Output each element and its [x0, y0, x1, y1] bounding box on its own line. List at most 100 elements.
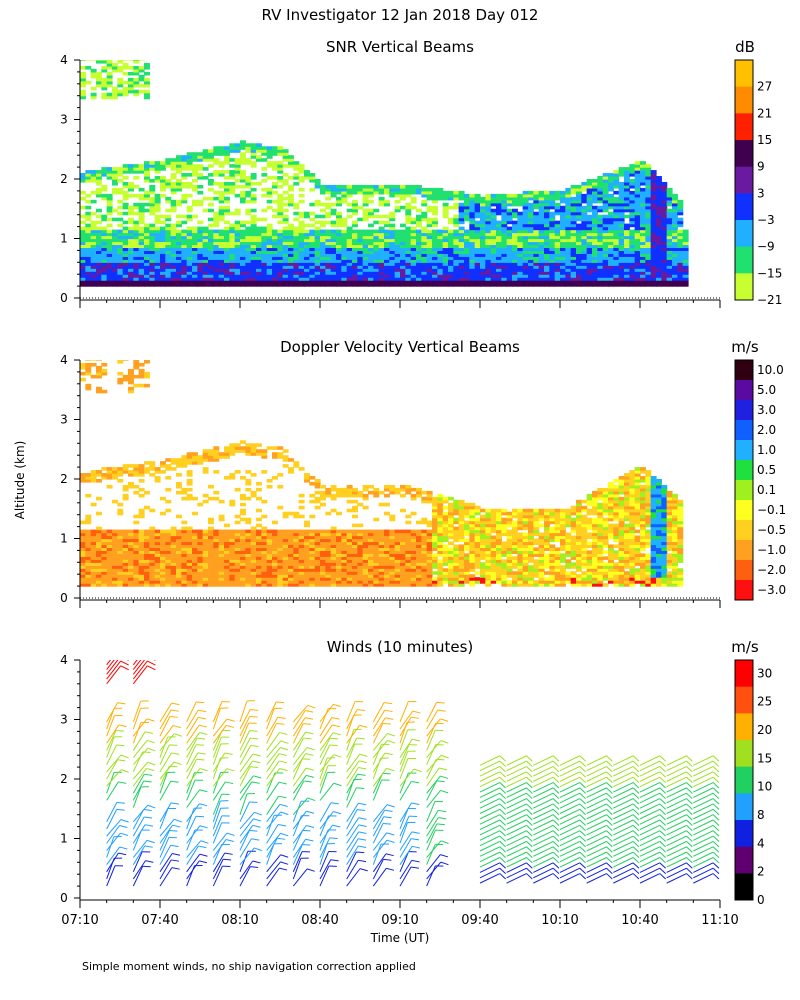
snr-cell	[560, 268, 566, 272]
doppler-cell	[250, 559, 257, 563]
snr-cell	[170, 161, 177, 165]
snr-cell	[464, 235, 470, 240]
snr-cell	[224, 253, 230, 257]
doppler-cell	[186, 556, 193, 560]
doppler-cell	[85, 577, 92, 581]
snr-cell	[128, 60, 134, 61]
snr-cell	[208, 250, 214, 254]
snr-cell	[96, 256, 102, 260]
snr-cell	[101, 60, 108, 61]
snr-cell	[437, 229, 444, 234]
snr-cell	[154, 220, 161, 225]
snr-cell	[362, 271, 369, 275]
doppler-cell	[224, 580, 230, 584]
snr-cell	[144, 208, 150, 213]
snr-cell	[234, 247, 241, 251]
snr-cell	[448, 241, 454, 246]
snr-cell	[506, 247, 513, 251]
snr-cell	[320, 250, 326, 254]
snr-cell	[522, 226, 529, 231]
snr-cell	[213, 214, 220, 219]
snr-cell	[250, 223, 257, 228]
snr-cell	[378, 244, 385, 249]
snr-cell	[149, 223, 156, 228]
doppler-cell	[229, 499, 236, 504]
snr-cell	[624, 271, 630, 275]
snr-cell	[602, 193, 609, 198]
snr-cell	[560, 244, 566, 249]
snr-cell	[624, 235, 630, 240]
snr-cell	[629, 235, 636, 240]
snr-cell	[618, 256, 625, 260]
snr-cell	[90, 229, 97, 234]
snr-cell	[325, 244, 332, 249]
snr-cell	[138, 193, 145, 198]
snr-cell	[458, 271, 465, 275]
doppler-cell	[245, 538, 252, 543]
doppler-cell	[272, 571, 278, 575]
snr-cell	[96, 232, 102, 237]
snr-cell	[634, 199, 641, 204]
snr-cell	[608, 241, 614, 246]
snr-cell	[357, 241, 364, 246]
snr-cell	[533, 226, 540, 231]
snr-cell	[570, 262, 577, 266]
snr-cell	[613, 280, 620, 284]
snr-cell	[330, 244, 337, 249]
snr-cell	[160, 250, 166, 254]
snr-cell	[373, 265, 380, 269]
snr-cell	[565, 229, 572, 234]
snr-cell	[597, 181, 604, 186]
snr-cell	[400, 229, 406, 234]
snr-cell	[576, 271, 582, 275]
snr-cell	[234, 277, 241, 281]
snr-cell	[538, 196, 545, 201]
snr-cell	[186, 232, 193, 237]
doppler-cell	[112, 529, 118, 534]
doppler-cell	[96, 529, 102, 534]
doppler-cell	[293, 544, 300, 549]
doppler-cell	[186, 553, 193, 557]
doppler-cell	[298, 499, 305, 504]
snr-cell	[261, 250, 268, 254]
doppler-cell	[122, 577, 129, 581]
snr-cell	[597, 256, 604, 260]
snr-cell	[213, 196, 220, 201]
snr-cell	[597, 232, 604, 237]
snr-cell	[645, 262, 652, 266]
snr-cell	[597, 277, 604, 281]
doppler-cell	[128, 377, 134, 382]
snr-cell	[165, 217, 172, 222]
colorbar-swatch	[735, 86, 753, 114]
snr-cell	[629, 181, 636, 186]
snr-cell	[464, 205, 470, 210]
snr-cell	[234, 253, 241, 257]
doppler-cell	[197, 541, 204, 546]
snr-cell	[384, 271, 390, 275]
snr-cell	[240, 196, 246, 201]
snr-cell	[272, 146, 278, 150]
snr-cell	[586, 238, 593, 243]
snr-cell	[517, 262, 524, 266]
snr-cell	[629, 214, 636, 219]
snr-cell	[416, 259, 422, 263]
snr-cell	[117, 259, 124, 263]
doppler-cell	[80, 568, 86, 572]
snr-cell	[469, 256, 476, 260]
snr-cell	[570, 223, 577, 228]
snr-cell	[624, 232, 630, 237]
snr-cell	[112, 241, 118, 246]
doppler-cell	[186, 571, 193, 575]
snr-cell	[485, 244, 492, 249]
doppler-cell	[80, 371, 86, 376]
snr-cell	[176, 280, 182, 284]
doppler-cell	[160, 550, 166, 554]
doppler-cell	[106, 565, 113, 569]
doppler-cell	[213, 496, 220, 501]
snr-cell	[650, 271, 657, 275]
snr-cell	[133, 71, 140, 76]
snr-cell	[250, 161, 257, 165]
snr-cell	[80, 176, 86, 180]
snr-cell	[442, 268, 449, 272]
snr-cell	[165, 262, 172, 266]
